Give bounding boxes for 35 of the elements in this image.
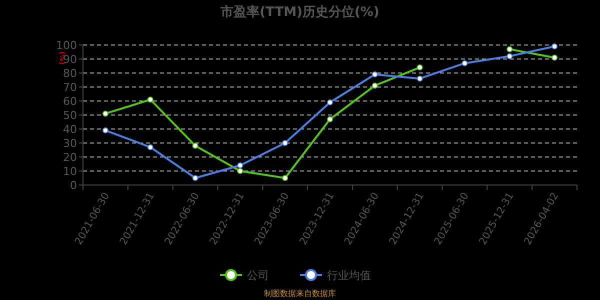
y-tick-label: 50 xyxy=(63,109,77,122)
point xyxy=(237,168,244,174)
point xyxy=(416,64,423,70)
point xyxy=(327,116,333,122)
point xyxy=(372,82,378,89)
y-tick-label: 70 xyxy=(63,81,77,94)
point xyxy=(147,96,154,103)
point xyxy=(282,140,288,146)
text: 制图数据来自数据库 xyxy=(264,289,336,298)
legend-label: 行业均值 xyxy=(327,269,371,282)
point xyxy=(552,43,558,50)
point xyxy=(372,71,378,78)
y-tick-label: 60 xyxy=(63,95,77,108)
point xyxy=(102,110,108,117)
point xyxy=(462,60,468,66)
chart-title: 市盈率(TTM)历史分位(%) xyxy=(220,4,380,20)
point xyxy=(147,144,154,150)
point xyxy=(102,127,108,134)
point xyxy=(192,175,198,181)
point xyxy=(327,99,333,106)
point xyxy=(416,76,423,82)
legend-label: 公司 xyxy=(247,269,269,282)
y-tick-label: 0 xyxy=(70,179,77,192)
y-tick-label: 10 xyxy=(63,165,77,178)
y-tick-label: 100 xyxy=(56,39,77,52)
point xyxy=(237,162,244,168)
point xyxy=(192,142,198,149)
point xyxy=(552,54,558,61)
y-tick-label: 80 xyxy=(63,67,77,80)
y-tick-label: 40 xyxy=(63,123,77,136)
point xyxy=(506,46,513,52)
y-tick-label: 30 xyxy=(63,137,77,150)
point xyxy=(506,53,513,60)
y-tick-label: 20 xyxy=(63,151,77,164)
point xyxy=(282,175,288,181)
